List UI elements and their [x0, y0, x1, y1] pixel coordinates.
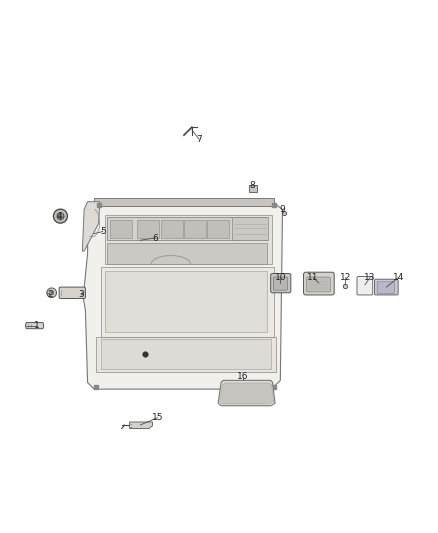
Bar [110, 220, 132, 238]
Text: 15: 15 [152, 413, 163, 422]
FancyBboxPatch shape [374, 279, 398, 295]
Polygon shape [105, 215, 272, 264]
Polygon shape [220, 383, 274, 404]
Polygon shape [25, 322, 44, 329]
Ellipse shape [57, 213, 64, 220]
Bar [249, 185, 257, 192]
Bar [107, 217, 267, 240]
Ellipse shape [47, 288, 57, 297]
Text: 4: 4 [57, 212, 62, 221]
Bar [94, 198, 274, 206]
Polygon shape [96, 336, 276, 372]
Text: 11: 11 [307, 273, 319, 282]
Text: 14: 14 [393, 273, 404, 282]
FancyBboxPatch shape [307, 277, 330, 292]
Text: 3: 3 [78, 290, 84, 300]
Text: 8: 8 [249, 181, 255, 190]
Text: 12: 12 [340, 273, 352, 282]
Polygon shape [105, 271, 267, 332]
Text: 1: 1 [34, 321, 40, 330]
Polygon shape [101, 266, 274, 336]
Polygon shape [130, 422, 152, 429]
Text: 13: 13 [364, 273, 376, 282]
FancyBboxPatch shape [357, 277, 373, 295]
Text: 10: 10 [275, 273, 286, 282]
Bar [107, 243, 267, 264]
Bar [161, 220, 183, 238]
Polygon shape [218, 381, 275, 406]
FancyBboxPatch shape [271, 273, 291, 293]
FancyBboxPatch shape [304, 272, 334, 295]
Ellipse shape [53, 209, 67, 223]
Polygon shape [101, 339, 271, 369]
Bar [232, 217, 268, 240]
FancyBboxPatch shape [273, 277, 287, 290]
FancyBboxPatch shape [377, 282, 395, 293]
Text: 9: 9 [279, 205, 286, 214]
Text: 5: 5 [100, 227, 106, 236]
Text: 7: 7 [196, 135, 202, 144]
Polygon shape [82, 201, 100, 251]
Bar [184, 220, 206, 238]
Bar [137, 220, 159, 238]
Bar [207, 220, 229, 238]
Ellipse shape [49, 290, 54, 295]
Text: 16: 16 [237, 373, 249, 382]
FancyBboxPatch shape [59, 287, 85, 298]
Text: 2: 2 [48, 290, 53, 300]
Polygon shape [83, 201, 283, 389]
Text: 6: 6 [152, 233, 159, 243]
